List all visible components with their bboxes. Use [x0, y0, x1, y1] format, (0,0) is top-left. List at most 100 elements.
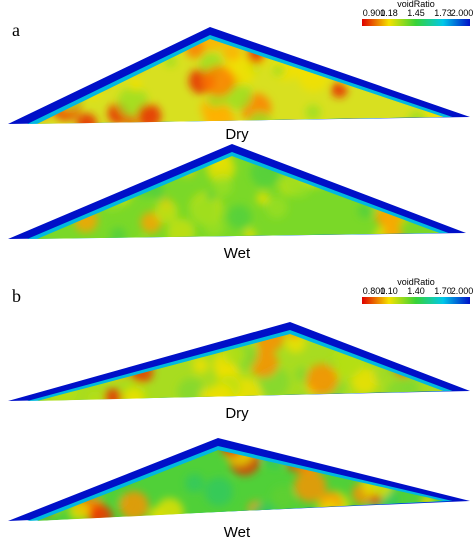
- colorbar: [362, 19, 470, 26]
- texture-blob: [194, 39, 229, 52]
- colorbar-title: voidRatio: [397, 0, 435, 9]
- texture-blob: [306, 363, 339, 396]
- texture-blob: [331, 81, 348, 98]
- texture-blob: [129, 77, 143, 91]
- texture-blob: [434, 135, 452, 153]
- texture-blob: [119, 490, 149, 521]
- texture-blob: [334, 169, 346, 181]
- texture-blob: [446, 72, 457, 83]
- texture-blob: [4, 161, 29, 186]
- texture-blob: [324, 139, 337, 152]
- texture-blob: [122, 334, 152, 340]
- texture-blob: [8, 185, 35, 212]
- texture-blob: [366, 39, 381, 48]
- panel-label: a: [12, 20, 20, 40]
- texture-blob: [450, 457, 474, 490]
- pile-core: [0, 315, 465, 401]
- texture-blob: [55, 156, 84, 160]
- texture-blob: [200, 321, 212, 333]
- texture-blob: [54, 450, 68, 463]
- texture-blob: [69, 156, 100, 160]
- texture-blob: [116, 354, 129, 367]
- texture-blob: [137, 234, 149, 239]
- colorbar-tick-label: 1.18: [380, 8, 398, 18]
- texture-blob: [88, 504, 113, 521]
- texture-blob: [305, 104, 321, 120]
- colorbar-title: voidRatio: [397, 277, 435, 287]
- texture-blob: [190, 197, 219, 226]
- texture-blob: [207, 383, 234, 401]
- texture-blob: [395, 174, 415, 194]
- texture-blob: [67, 156, 85, 169]
- texture-blob: [123, 388, 144, 401]
- texture-blob: [136, 103, 162, 124]
- texture-blob: [36, 473, 55, 505]
- texture-blob: [139, 450, 150, 461]
- texture-blob: [408, 110, 428, 124]
- texture-blob: [432, 452, 444, 480]
- texture-blob: [420, 339, 444, 370]
- texture-blob: [58, 334, 85, 356]
- pile-texture: [0, 315, 465, 401]
- texture-blob: [285, 156, 298, 160]
- texture-blob: [247, 111, 273, 124]
- texture-blob: [87, 391, 103, 401]
- texture-blob: [452, 472, 471, 491]
- texture-blob: [404, 450, 431, 455]
- texture-blob: [60, 334, 86, 359]
- texture-blob: [294, 469, 327, 503]
- texture-blob: [382, 39, 401, 54]
- texture-blob: [36, 168, 41, 187]
- texture-blob: [411, 450, 444, 471]
- texture-blob: [7, 338, 31, 362]
- pile-label: Wet: [224, 524, 251, 541]
- texture-blob: [227, 204, 252, 229]
- texture-blob: [306, 39, 331, 55]
- texture-blob: [370, 494, 382, 506]
- texture-blob: [116, 39, 144, 65]
- pile-label: Wet: [224, 245, 251, 262]
- texture-blob: [202, 65, 235, 98]
- texture-blob: [300, 39, 323, 46]
- texture-blob: [409, 467, 429, 487]
- pile-label: Dry: [225, 405, 249, 422]
- colorbar-tick-label: 0.800: [363, 286, 386, 296]
- texture-blob: [341, 391, 353, 401]
- texture-blob: [338, 450, 366, 467]
- texture-blob: [0, 180, 19, 201]
- texture-blob: [451, 456, 464, 469]
- pile-base: [36, 156, 440, 239]
- texture-blob: [243, 228, 256, 239]
- texture-blob: [310, 315, 325, 330]
- texture-blob: [36, 52, 43, 74]
- texture-blob: [370, 450, 404, 475]
- colorbar-tick-label: 2.000: [451, 286, 474, 296]
- texture-blob: [47, 54, 81, 88]
- colorbar-tick-label: 1.70: [434, 286, 452, 296]
- texture-blob: [150, 156, 177, 168]
- texture-blob: [54, 450, 72, 463]
- texture-blob: [41, 173, 70, 202]
- texture-blob: [213, 176, 233, 196]
- texture-blob: [185, 473, 204, 493]
- texture-blob: [53, 336, 74, 358]
- texture-blob: [136, 334, 150, 339]
- colorbar-tick-label: 1.40: [407, 286, 425, 296]
- texture-blob: [0, 354, 25, 382]
- texture-blob: [386, 378, 416, 401]
- texture-blob: [415, 76, 428, 89]
- texture-blob: [8, 161, 21, 174]
- texture-blob: [363, 334, 385, 335]
- texture-blob: [54, 450, 84, 468]
- texture-blob: [271, 485, 296, 510]
- texture-blob: [372, 61, 385, 74]
- texture-blob: [286, 39, 307, 46]
- texture-blob: [456, 472, 466, 482]
- texture-blob: [166, 218, 196, 239]
- texture-blob: [339, 334, 354, 342]
- texture-blob: [452, 330, 465, 343]
- texture-blob: [294, 367, 310, 382]
- texture-blob: [447, 455, 474, 482]
- texture-blob: [256, 191, 270, 205]
- texture-blob: [441, 450, 444, 458]
